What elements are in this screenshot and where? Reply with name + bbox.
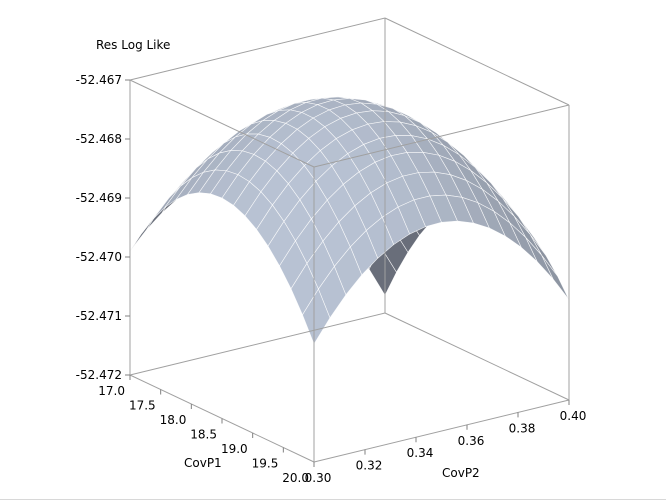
- x-tick-label: 17.0: [98, 384, 125, 398]
- axis-ticks: -52.467 -52.468 -52.469 -52.470 -52.471 -52.4…: [76, 73, 587, 485]
- x-tick-label: 20.0: [282, 471, 309, 485]
- z-tick-label: -52.470: [76, 250, 122, 264]
- x-tick-label: 19.5: [252, 457, 279, 471]
- box-edge: [129, 312, 386, 376]
- x-tick-label: 18.5: [190, 428, 217, 442]
- x-tick-label: 17.5: [129, 399, 156, 413]
- z-tick-label: -52.469: [76, 191, 122, 205]
- surface-patch: [302, 288, 331, 345]
- x-tick-label: 19.0: [221, 442, 248, 456]
- z-tick-label: -52.472: [76, 368, 122, 382]
- x-axis-label: CovP1: [184, 456, 222, 470]
- x-tick-label: 18.0: [160, 413, 187, 427]
- surface-patch: [541, 254, 570, 300]
- y-tick-label: 0.40: [560, 409, 587, 423]
- box-edge: [313, 399, 570, 463]
- y-tick-label: 0.34: [407, 446, 434, 460]
- z-tick-label: -52.467: [76, 73, 122, 87]
- y-tick-label: 0.36: [458, 434, 485, 448]
- box-edge: [129, 17, 386, 81]
- y-axis-label: CovP2: [442, 466, 480, 480]
- y-tick-label: 0.32: [356, 459, 383, 473]
- box-edge: [313, 104, 570, 168]
- z-tick-label: -52.471: [76, 309, 122, 323]
- y-tick-label: 0.38: [509, 421, 536, 435]
- z-tick-label: -52.468: [76, 132, 122, 146]
- surface-patch: [152, 186, 181, 220]
- box-edge: [129, 79, 315, 168]
- box-edge: [384, 312, 570, 401]
- box-edge: [384, 17, 570, 106]
- z-axis-label: Res Log Like: [96, 38, 170, 52]
- y-tick-label: 0.30: [305, 471, 332, 485]
- response-surface: [129, 96, 570, 345]
- surface-patch: [525, 237, 554, 280]
- axis-box: [129, 17, 570, 463]
